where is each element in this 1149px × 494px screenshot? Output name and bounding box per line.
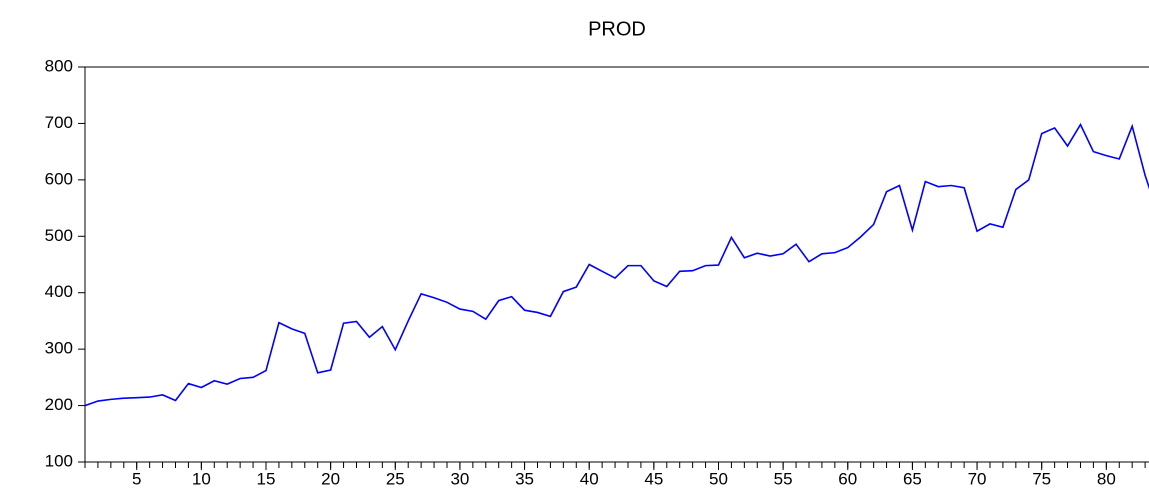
x-tick-label: 20 [321,469,340,488]
y-tick-label: 100 [45,451,73,470]
y-tick-label: 700 [45,113,73,132]
x-tick-label: 50 [709,469,728,488]
y-tick-label: 600 [45,169,73,188]
x-tick-label: 80 [1097,469,1116,488]
x-tick-label: 35 [515,469,534,488]
x-tick-label: 55 [774,469,793,488]
x-tick-label: 65 [903,469,922,488]
x-tick-label: 30 [450,469,469,488]
data-line [85,122,1149,407]
y-tick-label: 200 [45,395,73,414]
x-tick-label: 5 [132,469,141,488]
x-tick-label: 60 [838,469,857,488]
x-tick-label: 40 [580,469,599,488]
y-tick-label: 500 [45,226,73,245]
y-tick-label: 800 [45,56,73,75]
x-tick-label: 10 [192,469,211,488]
y-tick-label: 400 [45,282,73,301]
x-tick-label: 25 [386,469,405,488]
chart-title: PROD [588,18,646,40]
x-tick-label: 75 [1032,469,1051,488]
x-tick-label: 15 [257,469,276,488]
y-tick-label: 300 [45,339,73,358]
x-tick-label: 45 [644,469,663,488]
x-tick-label: 70 [968,469,987,488]
